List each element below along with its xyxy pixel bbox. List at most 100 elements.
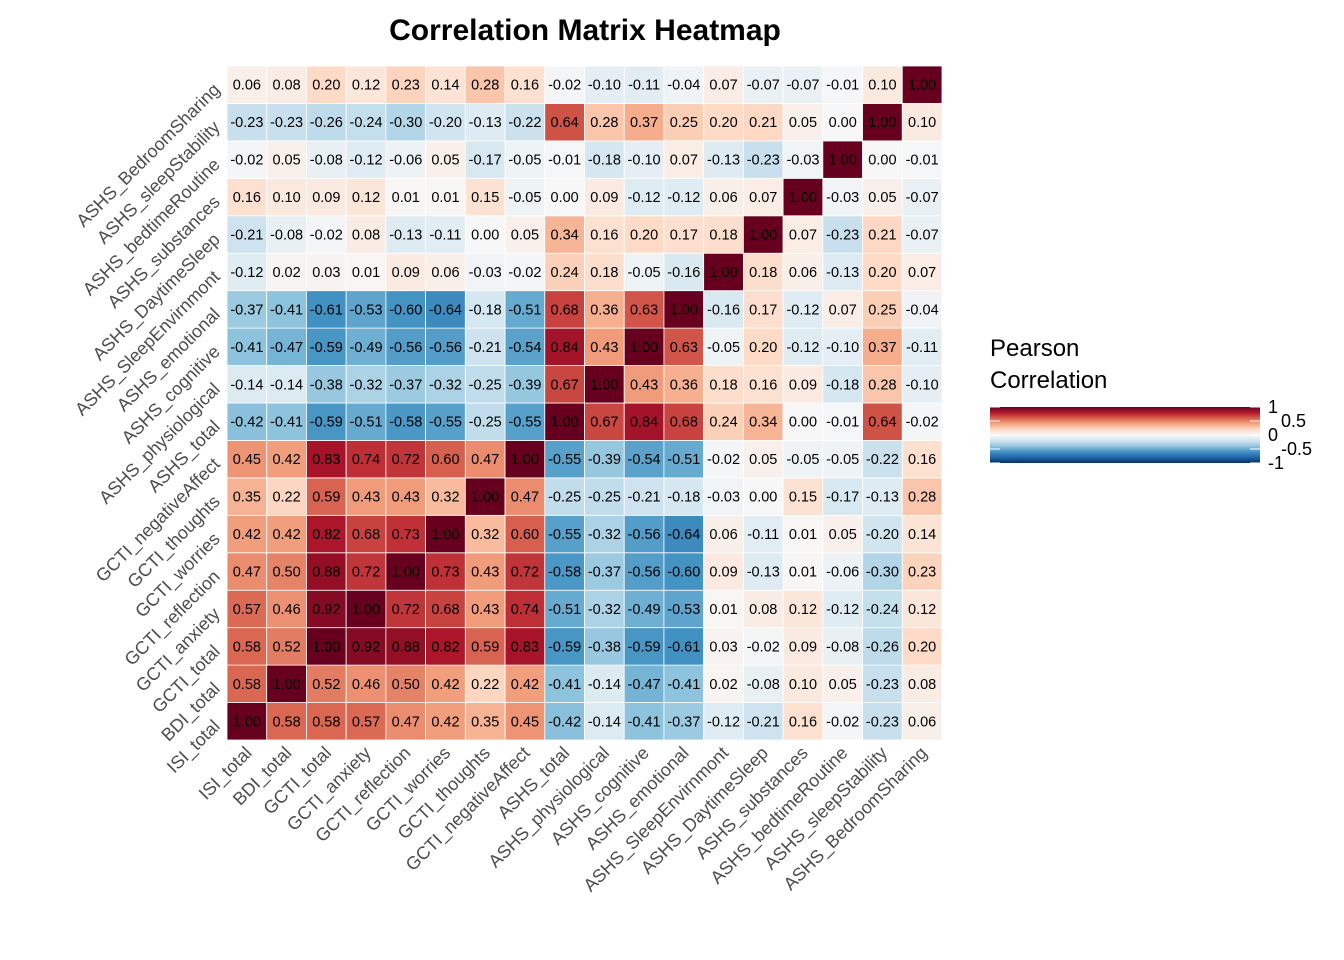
cell-value-label: 0.09 — [312, 190, 340, 206]
cell-value-label: -0.24 — [349, 115, 382, 131]
heatmap-cell — [742, 514, 784, 554]
heatmap-cell — [862, 627, 903, 666]
cell-value-label: -0.16 — [667, 265, 700, 281]
heatmap-cell — [703, 514, 744, 554]
cell-value-label: 1.00 — [908, 78, 936, 94]
cell-value-label: 0.16 — [789, 714, 817, 730]
cell-value-label: -0.41 — [270, 415, 303, 431]
heatmap-cell — [226, 252, 268, 292]
cell-value-label: 0.05 — [272, 153, 300, 169]
cell-value-label: 0.63 — [670, 340, 698, 356]
cell-value-labels: 1.00 0.58 0.58 0.57 0.47 0.42 0.35 0.45 -0.42 -0.… — [230, 78, 938, 731]
cell-value-label: -0.10 — [588, 78, 621, 94]
cell-value-label: -0.25 — [469, 377, 502, 393]
heatmap-cell — [822, 365, 863, 404]
cell-value-label: -0.23 — [747, 153, 780, 169]
heatmap-cell — [584, 252, 625, 292]
cell-value-label: -0.03 — [786, 153, 819, 169]
heatmap-cell — [584, 514, 625, 554]
heatmap-cell — [306, 477, 347, 516]
heatmap-cell — [782, 327, 824, 366]
heatmap-cell — [623, 664, 665, 703]
legend-title-line-1: Pearson — [990, 335, 1079, 362]
cell-value-label: 0.43 — [392, 490, 420, 506]
cell-value-label: 0.09 — [709, 565, 737, 581]
cell-value-label: -0.14 — [588, 714, 621, 730]
cell-value-label: 1.00 — [590, 377, 618, 393]
cell-value-label: 0.64 — [868, 415, 896, 431]
cell-value-label: -0.26 — [866, 639, 899, 655]
heatmap-cell — [901, 327, 943, 366]
heatmap-cell — [584, 664, 625, 703]
cell-value-label: 0.45 — [511, 714, 539, 730]
heatmap-cell — [385, 664, 427, 703]
cell-value-label: -0.42 — [548, 714, 581, 730]
heatmap-cell — [862, 552, 903, 591]
heatmap-cell — [782, 514, 824, 554]
cell-value-label: -0.51 — [667, 452, 700, 468]
heatmap-cell — [504, 702, 546, 741]
heatmap-cells — [226, 65, 943, 741]
heatmap-cell — [742, 589, 784, 629]
cell-value-label: -0.03 — [826, 190, 859, 206]
cell-value-label: 0.50 — [272, 565, 300, 581]
heatmap-cell — [306, 103, 347, 142]
cell-value-label: -0.58 — [389, 415, 422, 431]
cell-value-label: 1.00 — [551, 415, 579, 431]
cell-value-label: -0.08 — [826, 639, 859, 655]
heatmap-cell — [306, 215, 347, 254]
cell-value-label: 0.14 — [431, 78, 459, 94]
cell-value-label: -0.07 — [906, 228, 939, 244]
cell-value-label: 0.16 — [233, 190, 261, 206]
cell-value-label: 0.15 — [789, 490, 817, 506]
cell-value-label: -0.58 — [548, 565, 581, 581]
heatmap-cell — [623, 140, 665, 179]
cell-value-label: -0.23 — [866, 714, 899, 730]
heatmap-cell — [464, 252, 506, 292]
cell-value-label: 0.18 — [590, 265, 618, 281]
heatmap-cell — [425, 627, 466, 666]
cell-value-label: -0.49 — [628, 602, 661, 618]
heatmap-cell — [425, 365, 466, 404]
cell-value-label: 0.09 — [789, 377, 817, 393]
heatmap-cell — [345, 290, 387, 329]
cell-value-label: -0.25 — [588, 490, 621, 506]
cell-value-label: 0.83 — [511, 639, 539, 655]
cell-value-label: -0.53 — [349, 302, 382, 318]
cell-value-label: -0.14 — [230, 377, 263, 393]
cell-value-label: -0.13 — [747, 565, 780, 581]
heatmap-cell — [226, 215, 268, 254]
cell-value-label: -0.51 — [508, 302, 541, 318]
heatmap-cell — [226, 365, 268, 404]
cell-value-label: -0.17 — [469, 153, 502, 169]
heatmap-cell — [544, 664, 585, 703]
heatmap-cell — [782, 177, 824, 217]
heatmap-cell — [901, 702, 943, 741]
cell-value-label: 0.05 — [511, 228, 539, 244]
heatmap-cell — [742, 552, 784, 591]
cell-value-label: 0.36 — [670, 377, 698, 393]
cell-value-label: -0.05 — [508, 153, 541, 169]
legend-tick-label: -0.5 — [1281, 439, 1312, 459]
cell-value-label: 0.35 — [471, 714, 499, 730]
cell-value-label: 0.84 — [630, 415, 658, 431]
heatmap-cell — [504, 103, 546, 142]
cell-value-label: 0.06 — [709, 190, 737, 206]
cell-value-label: 0.50 — [392, 677, 420, 693]
cell-value-label: -0.64 — [667, 527, 700, 543]
heatmap-cell — [703, 627, 744, 666]
heatmap-cell — [464, 552, 506, 591]
heatmap-cell — [226, 514, 268, 554]
cell-value-label: -0.01 — [906, 153, 939, 169]
heatmap-cell — [742, 327, 784, 366]
cell-value-label: -0.16 — [707, 302, 740, 318]
cell-value-label: -0.56 — [389, 340, 422, 356]
heatmap-cell — [306, 664, 347, 703]
cell-value-label: 0.07 — [789, 228, 817, 244]
cell-value-label: -0.42 — [230, 415, 263, 431]
heatmap-cell — [663, 252, 705, 292]
heatmap-cell — [782, 140, 824, 179]
cell-value-label: -0.05 — [707, 340, 740, 356]
heatmap-cell — [623, 477, 665, 516]
cell-value-label: 0.59 — [471, 639, 499, 655]
